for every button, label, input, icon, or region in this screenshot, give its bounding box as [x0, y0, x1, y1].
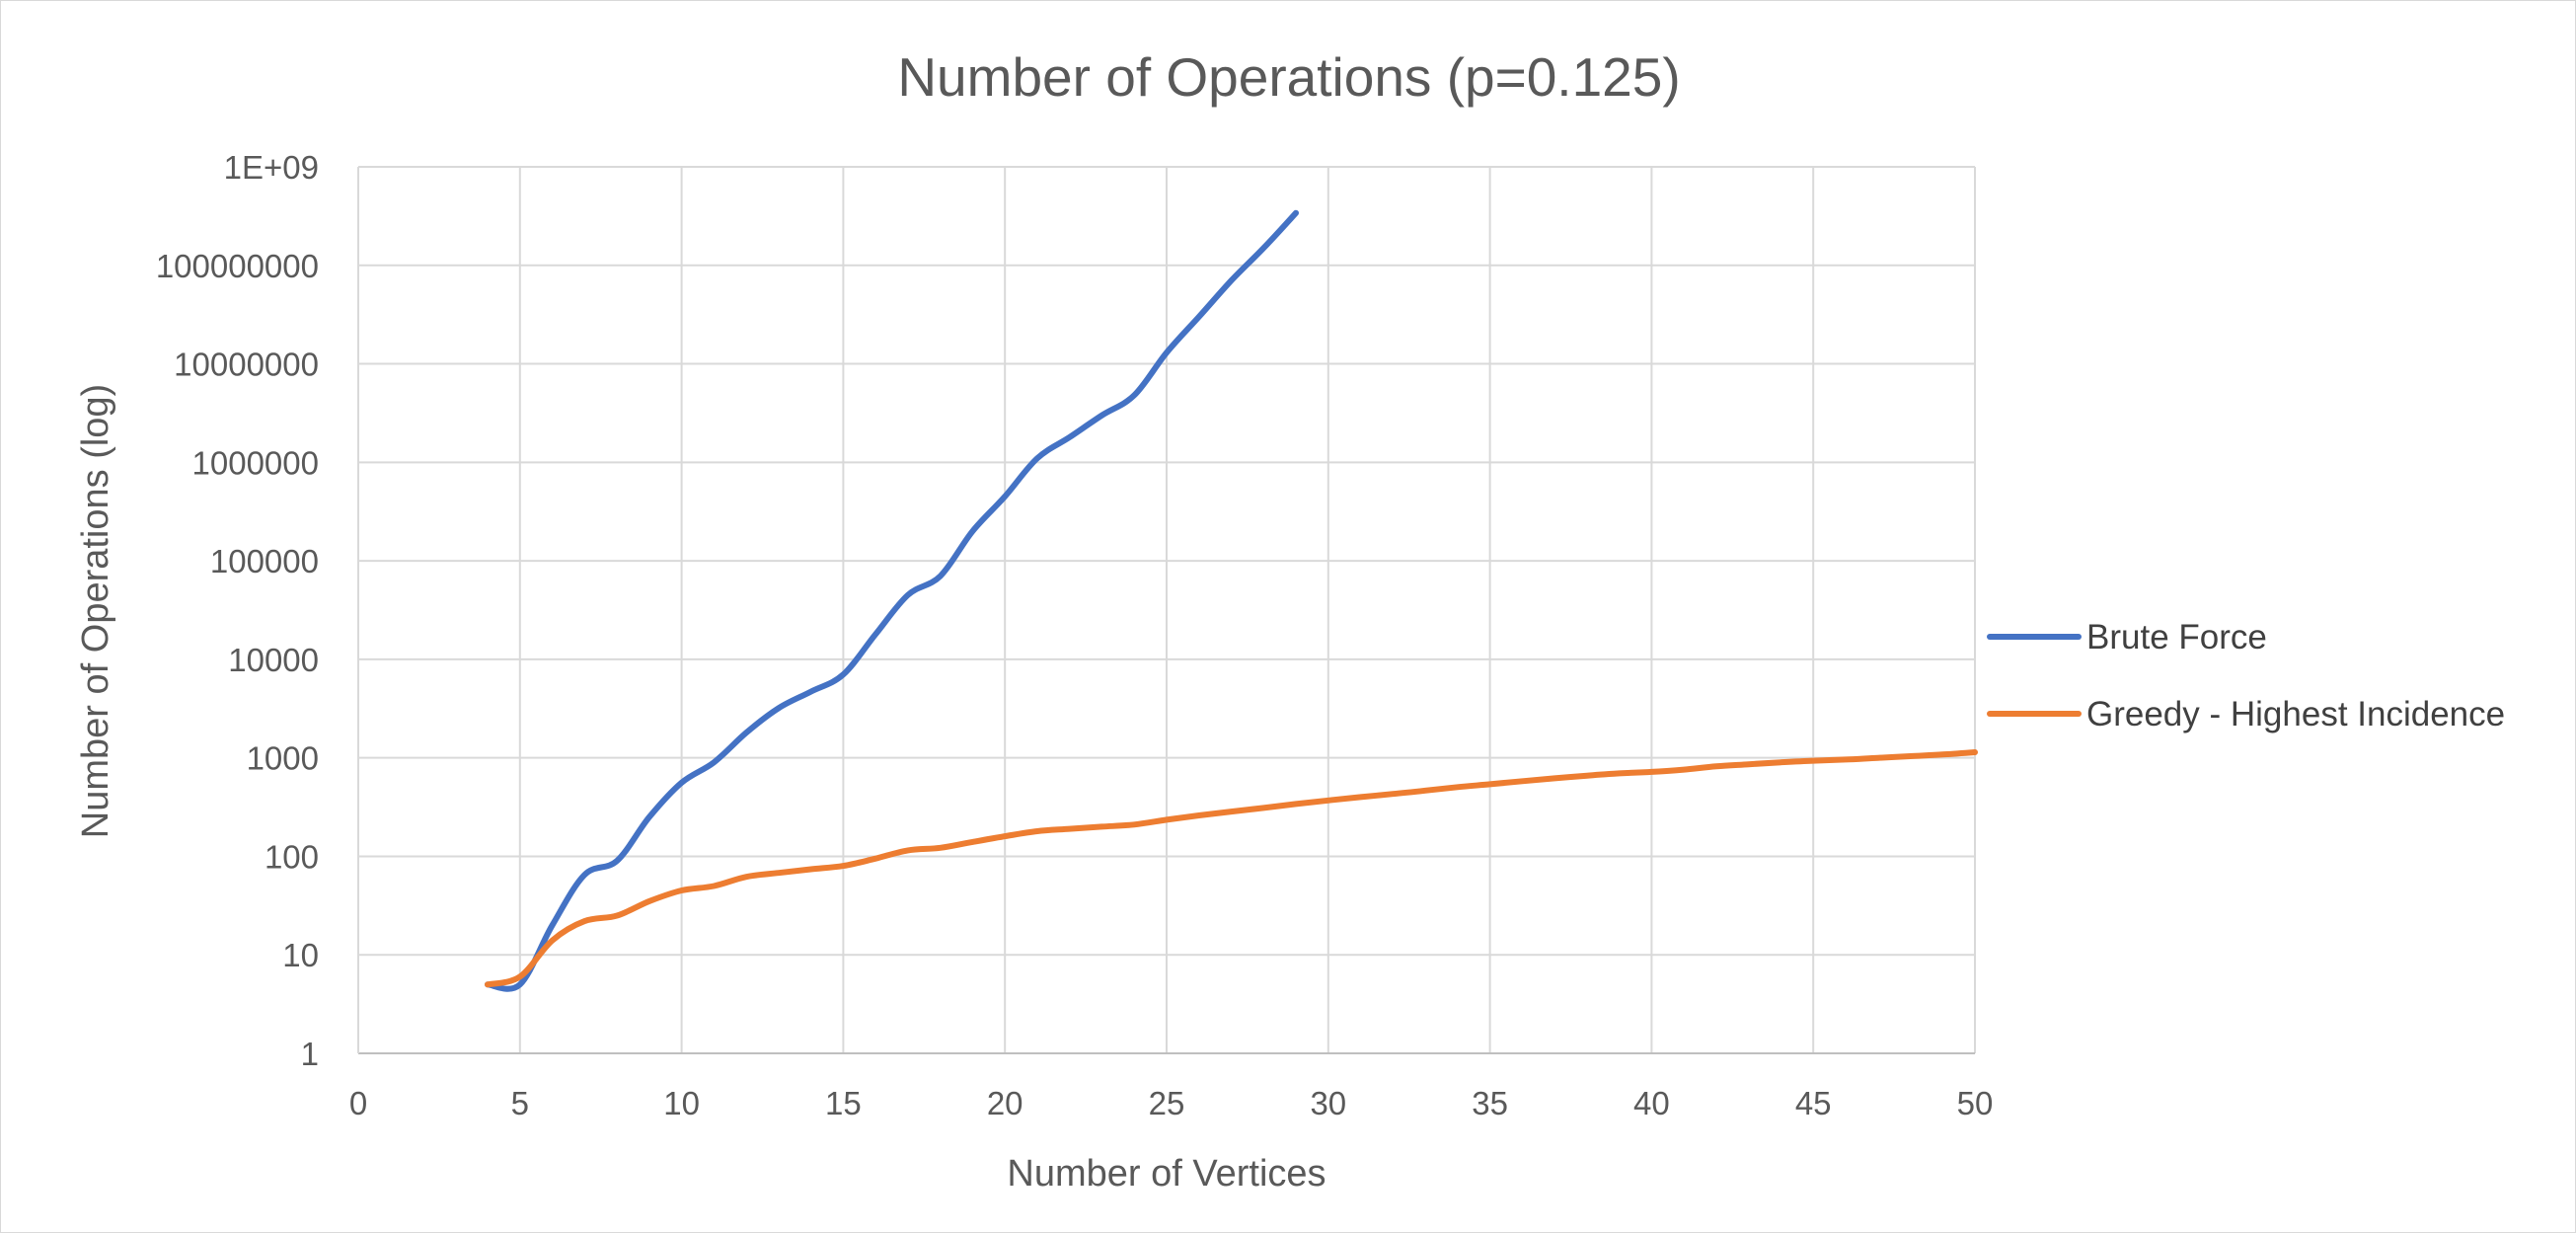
- axes: 1101001000100001000001000000100000001000…: [156, 149, 1994, 1121]
- chart-title: Number of Operations (p=0.125): [897, 46, 1680, 108]
- x-tick-label: 20: [987, 1085, 1023, 1121]
- x-tick-label: 30: [1310, 1085, 1346, 1121]
- x-tick-label: 40: [1633, 1085, 1670, 1121]
- x-tick-label: 10: [663, 1085, 700, 1121]
- y-tick-label: 100000000: [156, 248, 319, 284]
- plot-area: [485, 209, 1978, 992]
- x-tick-label: 15: [825, 1085, 862, 1121]
- y-tick-label: 10: [282, 937, 319, 973]
- y-tick-label: 100: [265, 838, 319, 875]
- legend-label-greedy-highest-incidence: Greedy - Highest Incidence: [2086, 695, 2505, 733]
- x-tick-label: 0: [349, 1085, 367, 1121]
- y-tick-label: 100000: [210, 543, 319, 579]
- legend-label-brute-force: Brute Force: [2086, 618, 2267, 656]
- y-tick-label: 1000000: [192, 444, 319, 481]
- series-line-greedy-highest-incidence: [485, 749, 1978, 988]
- y-tick-label: 1E+09: [224, 149, 319, 186]
- legend: Brute Force Greedy - Highest Incidence: [1987, 618, 2505, 733]
- y-tick-label: 10000: [228, 642, 319, 678]
- gridlines: [358, 166, 1976, 1053]
- x-tick-label: 45: [1795, 1085, 1832, 1121]
- x-tick-label: 35: [1472, 1085, 1508, 1121]
- y-tick-label: 1: [301, 1036, 319, 1072]
- series-line-brute-force: [485, 209, 1299, 992]
- x-tick-label: 25: [1149, 1085, 1185, 1121]
- x-axis-title: Number of Vertices: [1007, 1153, 1326, 1195]
- y-tick-label: 1000: [247, 740, 319, 777]
- y-tick-label: 10000000: [174, 347, 319, 383]
- y-axis-title: Number of Operations (log): [75, 384, 116, 838]
- x-tick-label: 5: [511, 1085, 529, 1121]
- x-tick-label: 50: [1957, 1085, 1994, 1121]
